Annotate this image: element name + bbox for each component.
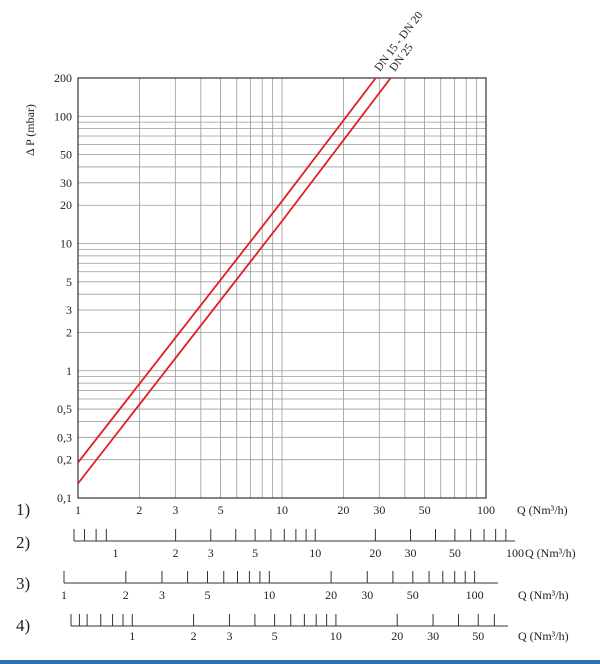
scale-tick-label: 50: [449, 546, 461, 560]
y-tick-label: 10: [60, 237, 72, 251]
series-line: [77, 77, 377, 464]
y-tick-label: 5: [66, 275, 72, 289]
scale-tick-label: 10: [309, 546, 321, 560]
x-tick-label: 30: [373, 503, 385, 517]
scale-tick-label: 30: [405, 546, 417, 560]
y-tick-label: 0,2: [57, 453, 72, 467]
scale-row-label: 2): [16, 533, 30, 552]
y-tick-label: 50: [60, 148, 72, 162]
scale-tick-label: 3: [208, 546, 214, 560]
scale-row-label: 4): [16, 616, 30, 635]
scale-tick-label: 1: [112, 546, 118, 560]
y-tick-label: 100: [54, 109, 72, 123]
x-tick-label: 50: [419, 503, 431, 517]
scale-tick-label: 100: [506, 546, 524, 560]
scale-tick-label: 2: [191, 629, 197, 643]
y-tick-label: 2: [66, 325, 72, 339]
y-tick-label: 3: [66, 303, 72, 317]
scale-tick-label: 3: [226, 629, 232, 643]
x-tick-label: 1: [75, 503, 81, 517]
scale-tick-label: 5: [252, 546, 258, 560]
x-tick-label: 100: [477, 503, 495, 517]
scale-tick-label: 1: [129, 629, 135, 643]
scale-tick-label: 100: [466, 588, 484, 602]
scale-tick-label: 1: [61, 588, 67, 602]
y-tick-labels: 0,1 0,2 0,3 0,5 1 2 3 5 10 20 30 50 100 200: [54, 71, 72, 505]
bottom-accent-bar: [0, 660, 600, 664]
scale-tick-label: 5: [272, 629, 278, 643]
y-tick-label: 1: [66, 364, 72, 378]
scale-tick-label: 50: [407, 588, 419, 602]
scale-tick-label: 20: [325, 588, 337, 602]
scale-unit-label: Q (Nm³/h): [517, 503, 568, 517]
y-tick-label: 200: [54, 71, 72, 85]
series-line: [77, 77, 392, 485]
x-tick-label: 5: [218, 503, 224, 517]
y-axis-label: Δ P (mbar): [23, 104, 37, 156]
scale-tick-label: 50: [472, 629, 484, 643]
scale-tick-label: 3: [159, 588, 165, 602]
x-tick-labels: 1 2 3 5 10 20 30 50 100: [75, 503, 495, 517]
x-tick-label: 2: [136, 503, 142, 517]
x-tick-label: 3: [172, 503, 178, 517]
scale-tick-label: 5: [205, 588, 211, 602]
series-lines: [77, 77, 392, 485]
plot-frame: [77, 77, 487, 499]
scale-tick-label: 2: [123, 588, 129, 602]
y-tick-label: 0,5: [57, 402, 72, 416]
scale-tick-label: 10: [263, 588, 275, 602]
x-tick-label: 10: [276, 503, 288, 517]
flow-scales: 1) Q (Nm³/h) 2) Q (Nm³/h) 1 2 3 5 10 20 30 50 100 3) Q…: [16, 500, 576, 643]
scale-tick-label: 30: [361, 588, 373, 602]
scale-tick-label: 30: [427, 629, 439, 643]
scale-unit-label: Q (Nm³/h): [518, 629, 569, 643]
y-tick-label: 0,3: [57, 430, 72, 444]
y-tick-label: 30: [60, 176, 72, 190]
grid-lines: [78, 78, 486, 498]
scale-tick-label: 10: [330, 629, 342, 643]
scale-row-label: 1): [16, 500, 30, 519]
scale-unit-label: Q (Nm³/h): [525, 546, 576, 560]
y-tick-label: 0,1: [57, 491, 72, 505]
y-tick-label: 20: [60, 198, 72, 212]
scale-tick-label: 20: [391, 629, 403, 643]
scale-row-label: 3): [16, 574, 30, 593]
scale-tick-label: 2: [173, 546, 179, 560]
x-tick-label: 20: [337, 503, 349, 517]
scale-unit-label: Q (Nm³/h): [518, 588, 569, 602]
scale-tick-label: 20: [369, 546, 381, 560]
